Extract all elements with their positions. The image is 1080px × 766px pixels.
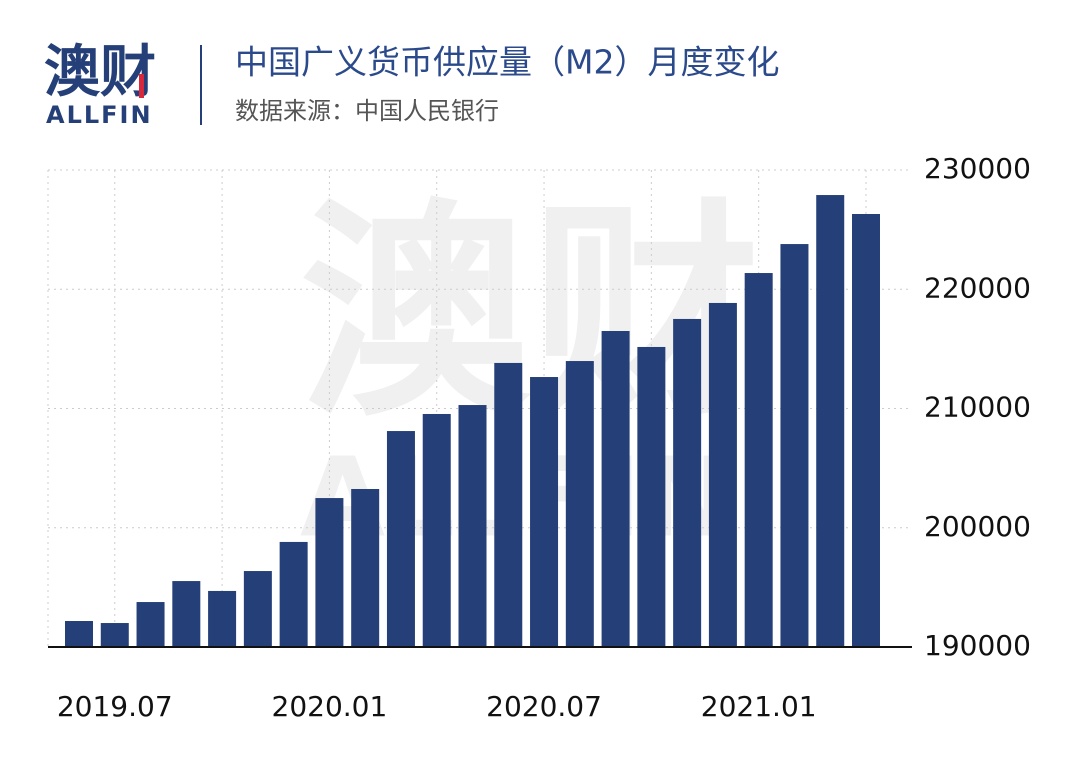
x-tick-label: 2020.01 — [272, 690, 388, 723]
y-tick-label: 190000 — [924, 629, 1031, 662]
bar — [65, 621, 93, 647]
bar — [673, 318, 702, 647]
bar — [530, 377, 559, 647]
bar — [494, 362, 523, 647]
bar — [852, 214, 880, 648]
bar — [136, 602, 165, 647]
logo-sub: ALLFIN — [46, 101, 153, 129]
chart-subtitle: 数据来源：中国人民银行 — [235, 97, 499, 125]
y-tick-label: 200000 — [924, 510, 1031, 543]
bar — [708, 302, 737, 647]
bar — [351, 488, 380, 647]
x-tick-label: 2021.01 — [701, 690, 817, 723]
y-tick-label: 230000 — [924, 152, 1031, 185]
y-tick-label: 210000 — [924, 391, 1031, 424]
bar — [208, 590, 237, 647]
bar — [386, 431, 415, 647]
bar — [279, 541, 308, 647]
logo: 澳财 — [44, 40, 156, 105]
bar — [816, 195, 845, 648]
bar — [243, 571, 272, 647]
bar — [744, 273, 773, 647]
bar — [100, 623, 129, 647]
bar — [315, 498, 344, 647]
x-tick-label: 2019.07 — [57, 690, 173, 723]
bar — [565, 361, 594, 647]
bar — [422, 413, 451, 647]
x-tick-label: 2020.07 — [486, 690, 602, 723]
bar — [172, 581, 201, 647]
y-tick-label: 220000 — [924, 271, 1031, 304]
bar — [780, 244, 809, 647]
bar — [601, 330, 630, 647]
bar — [637, 346, 666, 647]
chart-title: 中国广义货币供应量（M2）月度变化 — [235, 43, 779, 82]
logo-accent — [139, 74, 144, 98]
bar — [458, 405, 487, 647]
